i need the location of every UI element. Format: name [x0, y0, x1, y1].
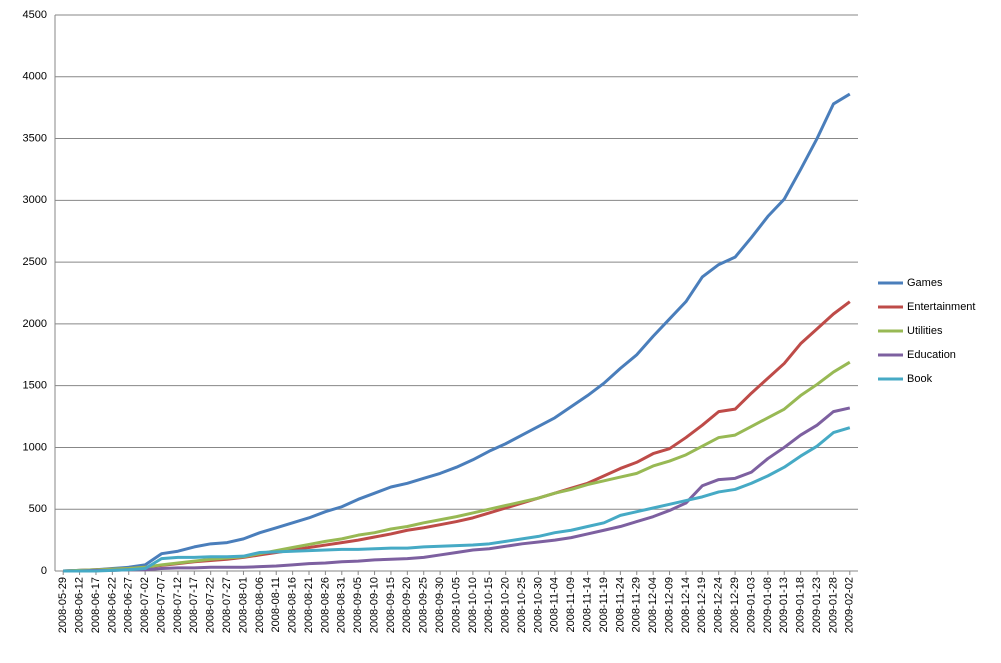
x-tick-label: 2008-08-11 — [270, 577, 282, 632]
x-tick-label: 2008-08-26 — [319, 577, 331, 633]
x-tick-label: 2008-08-16 — [287, 577, 299, 633]
x-tick-label: 2008-06-17 — [90, 577, 102, 633]
x-tick-label: 2008-11-14 — [582, 577, 594, 632]
x-tick-label: 2008-10-30 — [532, 577, 544, 633]
x-tick-label: 2009-01-28 — [827, 577, 839, 633]
x-tick-label: 2008-06-12 — [73, 577, 85, 633]
x-tick-label: 2008-08-21 — [303, 577, 315, 633]
x-tick-label: 2008-12-14 — [680, 577, 692, 633]
x-tick-label: 2008-11-04 — [549, 577, 561, 632]
x-tick-label: 2008-11-19 — [598, 577, 610, 632]
x-tick-label: 2009-01-13 — [778, 577, 790, 633]
x-tick-label: 2008-07-07 — [155, 577, 167, 633]
x-tick-label: 2008-06-27 — [123, 577, 135, 633]
y-tick-label: 4000 — [23, 71, 47, 83]
y-tick-label: 500 — [29, 503, 47, 515]
x-tick-label: 2009-01-03 — [745, 577, 757, 633]
x-tick-label: 2008-09-25 — [418, 577, 430, 633]
x-tick-label: 2008-10-05 — [450, 577, 462, 633]
series-line — [63, 406, 851, 573]
x-tick-label: 2008-05-29 — [57, 577, 69, 633]
x-tick-label: 2008-12-29 — [729, 577, 741, 633]
series-line — [63, 426, 851, 573]
x-tick-label: 2008-07-27 — [221, 577, 233, 633]
y-tick-label: 4500 — [23, 9, 47, 21]
x-tick-label: 2009-01-18 — [795, 577, 807, 633]
y-tick-label: 2000 — [23, 318, 47, 330]
y-tick-label: 1000 — [23, 441, 47, 453]
x-tick-label: 2008-12-19 — [696, 577, 708, 633]
x-tick-label: 2008-07-02 — [139, 577, 151, 633]
legend-label: Education — [907, 349, 956, 361]
x-tick-label: 2008-12-04 — [647, 577, 659, 633]
x-tick-label: 2008-07-22 — [205, 577, 217, 633]
x-tick-label: 2008-12-24 — [713, 577, 725, 633]
x-tick-label: 2009-01-23 — [811, 577, 823, 633]
legend-label: Games — [907, 277, 943, 289]
y-tick-label: 3500 — [23, 132, 47, 144]
x-tick-label: 2008-10-25 — [516, 577, 528, 633]
x-tick-label: 2008-09-05 — [352, 577, 364, 633]
x-tick-label: 2008-08-01 — [237, 577, 249, 633]
x-tick-label: 2008-12-09 — [663, 577, 675, 633]
x-tick-label: 2008-10-20 — [500, 577, 512, 633]
series-line — [63, 360, 851, 573]
x-tick-label: 2008-09-10 — [368, 577, 380, 633]
x-tick-label: 2008-11-09 — [565, 577, 577, 632]
y-tick-label: 1500 — [23, 380, 47, 392]
legend-label: Entertainment — [907, 301, 975, 313]
x-tick-label: 2008-07-12 — [172, 577, 184, 633]
x-tick-label: 2008-10-15 — [483, 577, 495, 633]
x-tick-label: 2008-10-10 — [467, 577, 479, 633]
x-tick-label: 2008-09-30 — [434, 577, 446, 633]
x-tick-label: 2008-08-06 — [254, 577, 266, 633]
x-tick-label: 2008-09-20 — [401, 577, 413, 633]
x-tick-label: 2008-11-29 — [631, 577, 643, 632]
legend-label: Utilities — [907, 325, 943, 337]
y-tick-label: 3000 — [23, 194, 47, 206]
y-tick-label: 0 — [41, 565, 47, 577]
x-tick-label: 2008-08-31 — [336, 577, 348, 633]
x-tick-label: 2008-07-17 — [188, 577, 200, 633]
series-line — [63, 92, 851, 573]
x-tick-label: 2008-09-15 — [385, 577, 397, 633]
x-tick-label: 2009-01-08 — [762, 577, 774, 633]
y-tick-label: 2500 — [23, 256, 47, 268]
x-tick-label: 2009-02-02 — [844, 577, 856, 633]
x-tick-label: 2008-06-22 — [106, 577, 118, 633]
x-tick-label: 2008-11-24 — [614, 577, 626, 632]
legend-label: Book — [907, 373, 933, 385]
